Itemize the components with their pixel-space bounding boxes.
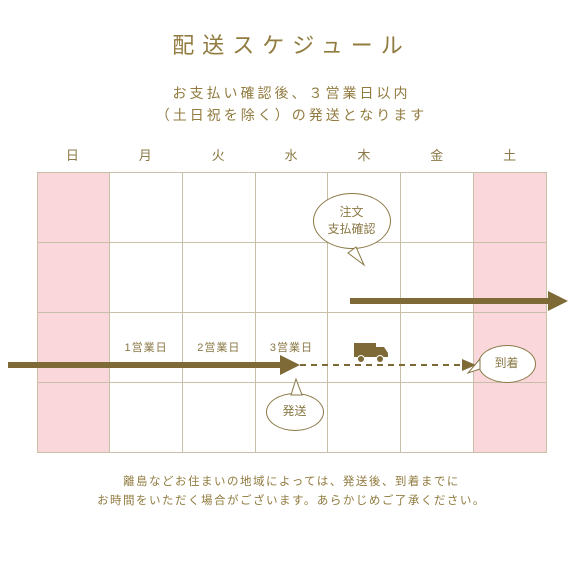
cell-r3c6 <box>474 383 547 453</box>
cell-r2c1: 1営業日 <box>110 313 183 383</box>
cell-r0c0 <box>38 173 111 243</box>
day-header-sat: 土 <box>474 145 547 164</box>
subtitle-line-2: （土日祝を除く）の発送となります <box>0 104 583 126</box>
cell-r3c2 <box>183 383 256 453</box>
cell-r2c5 <box>401 313 474 383</box>
cell-r1c4 <box>328 243 401 313</box>
page-title: 配送スケジュール <box>0 0 583 60</box>
cell-r1c2 <box>183 243 256 313</box>
bubble-ship: 発送 <box>266 393 324 431</box>
calendar: 日 月 火 水 木 金 土 1営業日 2営業日 3営業日 <box>37 145 547 453</box>
subtitle-line-1: お支払い確認後、３営業日以内 <box>0 82 583 104</box>
cell-r1c0 <box>38 243 111 313</box>
footnote-line-2: お時間をいただく場合がございます。あらかじめご了承ください。 <box>0 492 583 512</box>
bubble-order: 注文 支払確認 <box>313 193 391 249</box>
footnote: 離島などお住まいの地域によっては、発送後、到着までに お時間をいただく場合がござ… <box>0 473 583 512</box>
day-header-fri: 金 <box>401 145 474 164</box>
cell-r1c1 <box>110 243 183 313</box>
bubble-ship-label: 発送 <box>282 403 306 420</box>
label-day1: 1営業日 <box>125 339 168 355</box>
cell-r1c6 <box>474 243 547 313</box>
cell-r2c0 <box>38 313 111 383</box>
bubble-order-line1: 注文 <box>327 204 375 221</box>
day-headers-row: 日 月 火 水 木 金 土 <box>37 145 547 164</box>
cell-r0c6 <box>474 173 547 243</box>
footnote-line-1: 離島などお住まいの地域によっては、発送後、到着までに <box>0 473 583 493</box>
day-header-mon: 月 <box>109 145 182 164</box>
cell-r0c5 <box>401 173 474 243</box>
cell-r1c5 <box>401 243 474 313</box>
label-day2: 2営業日 <box>197 339 240 355</box>
bubble-arrive: 到着 <box>478 345 536 383</box>
calendar-grid: 1営業日 2営業日 3営業日 <box>37 172 547 453</box>
cell-r0c2 <box>183 173 256 243</box>
label-day3: 3営業日 <box>270 339 313 355</box>
day-header-thu: 木 <box>328 145 401 164</box>
cell-r3c1 <box>110 383 183 453</box>
subtitle: お支払い確認後、３営業日以内 （土日祝を除く）の発送となります <box>0 82 583 127</box>
day-header-tue: 火 <box>182 145 255 164</box>
cell-r2c2: 2営業日 <box>183 313 256 383</box>
cell-r2c4 <box>328 313 401 383</box>
bubble-arrive-label: 到着 <box>494 355 518 372</box>
cell-r0c1 <box>110 173 183 243</box>
day-header-wed: 水 <box>255 145 328 164</box>
bubble-order-line2: 支払確認 <box>327 221 375 238</box>
cell-r3c0 <box>38 383 111 453</box>
cell-r1c3 <box>256 243 329 313</box>
cell-r3c5 <box>401 383 474 453</box>
cell-r2c3: 3営業日 <box>256 313 329 383</box>
cell-r3c4 <box>328 383 401 453</box>
day-header-sun: 日 <box>37 145 110 164</box>
